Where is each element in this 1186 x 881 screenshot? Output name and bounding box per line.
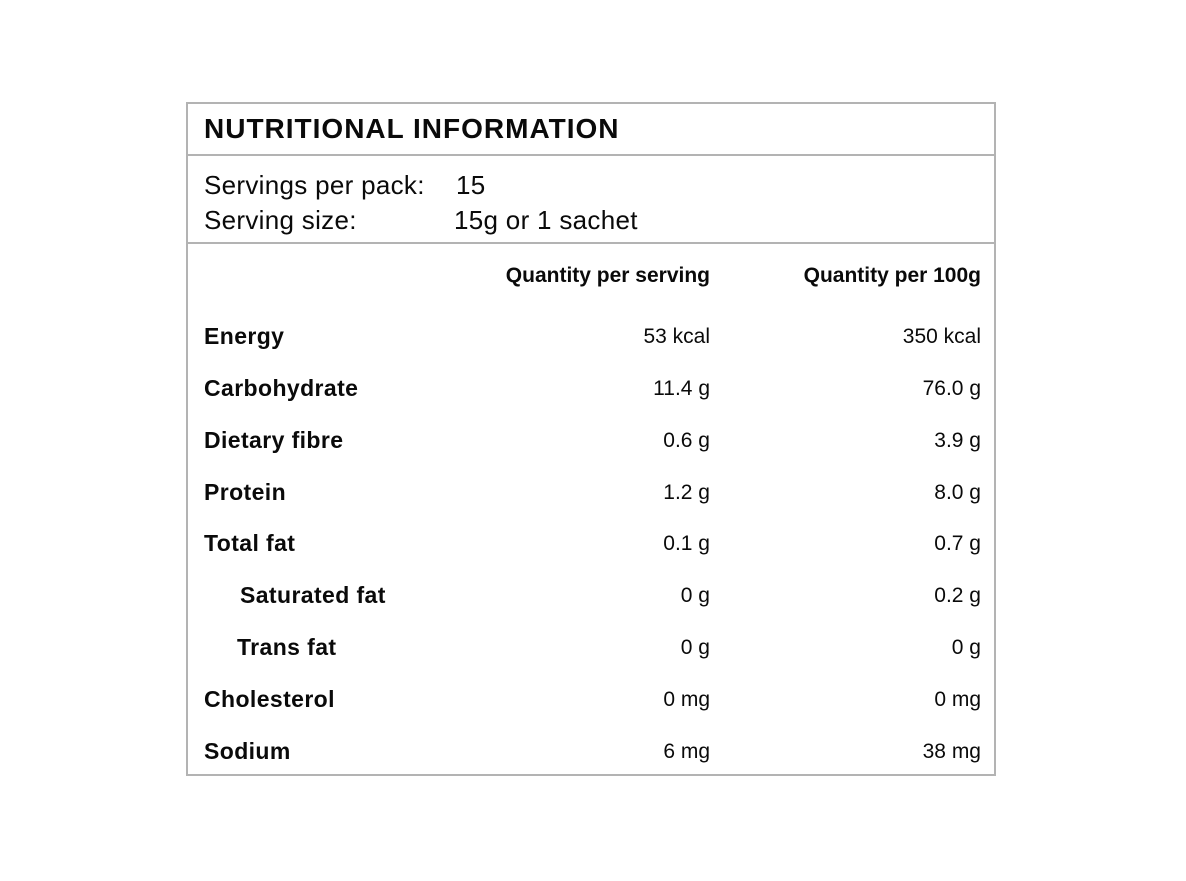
per-100g-value: 76.0 g xyxy=(922,377,981,400)
title-row: NUTRITIONAL INFORMATION xyxy=(188,104,994,156)
per-100g-value: 3.9 g xyxy=(934,429,981,452)
per-serving-value: 11.4 g xyxy=(653,377,710,400)
per-serving-value: 0 g xyxy=(680,636,710,659)
serving-size-label: Serving size: xyxy=(204,205,357,235)
servings-section: Servings per pack: 15 Serving size: 15g … xyxy=(188,156,994,244)
per-100g-value: 0.7 g xyxy=(934,532,981,555)
per-100g-value: 350 kcal xyxy=(902,325,981,348)
per-100g-value: 0 g xyxy=(951,636,981,659)
nutrient-name: Total fat xyxy=(204,530,296,556)
per-100g-value: 0 mg xyxy=(934,688,981,711)
per-serving-value: 6 mg xyxy=(663,740,710,763)
nutrient-name: Trans fat xyxy=(237,634,337,660)
per-100g-value: 0.2 g xyxy=(934,584,981,607)
table-row: Total fat 0.1 g 0.7 g xyxy=(188,530,994,560)
nutrient-name: Energy xyxy=(204,323,285,349)
per-serving-value: 53 kcal xyxy=(643,325,710,348)
nutrient-name: Sodium xyxy=(204,738,291,764)
per-serving-value: 1.2 g xyxy=(663,481,710,504)
nutrient-name: Protein xyxy=(204,479,287,505)
table-row: Energy 53 kcal 350 kcal xyxy=(188,323,994,353)
nutrient-name: Saturated fat xyxy=(240,582,386,608)
servings-per-pack: Servings per pack: 15 xyxy=(204,168,994,203)
panel-title: NUTRITIONAL INFORMATION xyxy=(204,113,620,144)
table-row: Protein 1.2 g 8.0 g xyxy=(188,479,994,509)
serving-size: Serving size: 15g or 1 sachet xyxy=(204,203,994,238)
table-row: Dietary fibre 0.6 g 3.9 g xyxy=(188,427,994,457)
nutrient-name: Carbohydrate xyxy=(204,375,359,401)
nutrition-panel: NUTRITIONAL INFORMATION Servings per pac… xyxy=(186,102,996,776)
per-serving-value: 0 g xyxy=(680,584,710,607)
servings-per-pack-label: Servings per pack: xyxy=(204,170,425,200)
per-100g-value: 8.0 g xyxy=(934,481,981,504)
table-row: Trans fat 0 g 0 g xyxy=(188,634,994,664)
table-row: Saturated fat 0 g 0.2 g xyxy=(188,582,994,612)
nutrient-name: Dietary fibre xyxy=(204,427,344,453)
per-serving-value: 0.6 g xyxy=(663,429,710,452)
per-100g-value: 38 mg xyxy=(922,740,981,763)
table-row: Cholesterol 0 mg 0 mg xyxy=(188,686,994,716)
column-header-per-serving: Quantity per serving xyxy=(505,264,710,287)
serving-size-value: 15g or 1 sachet xyxy=(454,205,638,235)
nutrient-name: Cholesterol xyxy=(204,686,335,712)
per-serving-value: 0 mg xyxy=(663,688,710,711)
table-row: Sodium 6 mg 38 mg xyxy=(188,738,994,768)
per-serving-value: 0.1 g xyxy=(663,532,710,555)
servings-per-pack-value: 15 xyxy=(456,170,486,200)
table-row: Carbohydrate 11.4 g 76.0 g xyxy=(188,375,994,405)
column-header-per-100g: Quantity per 100g xyxy=(803,264,981,287)
